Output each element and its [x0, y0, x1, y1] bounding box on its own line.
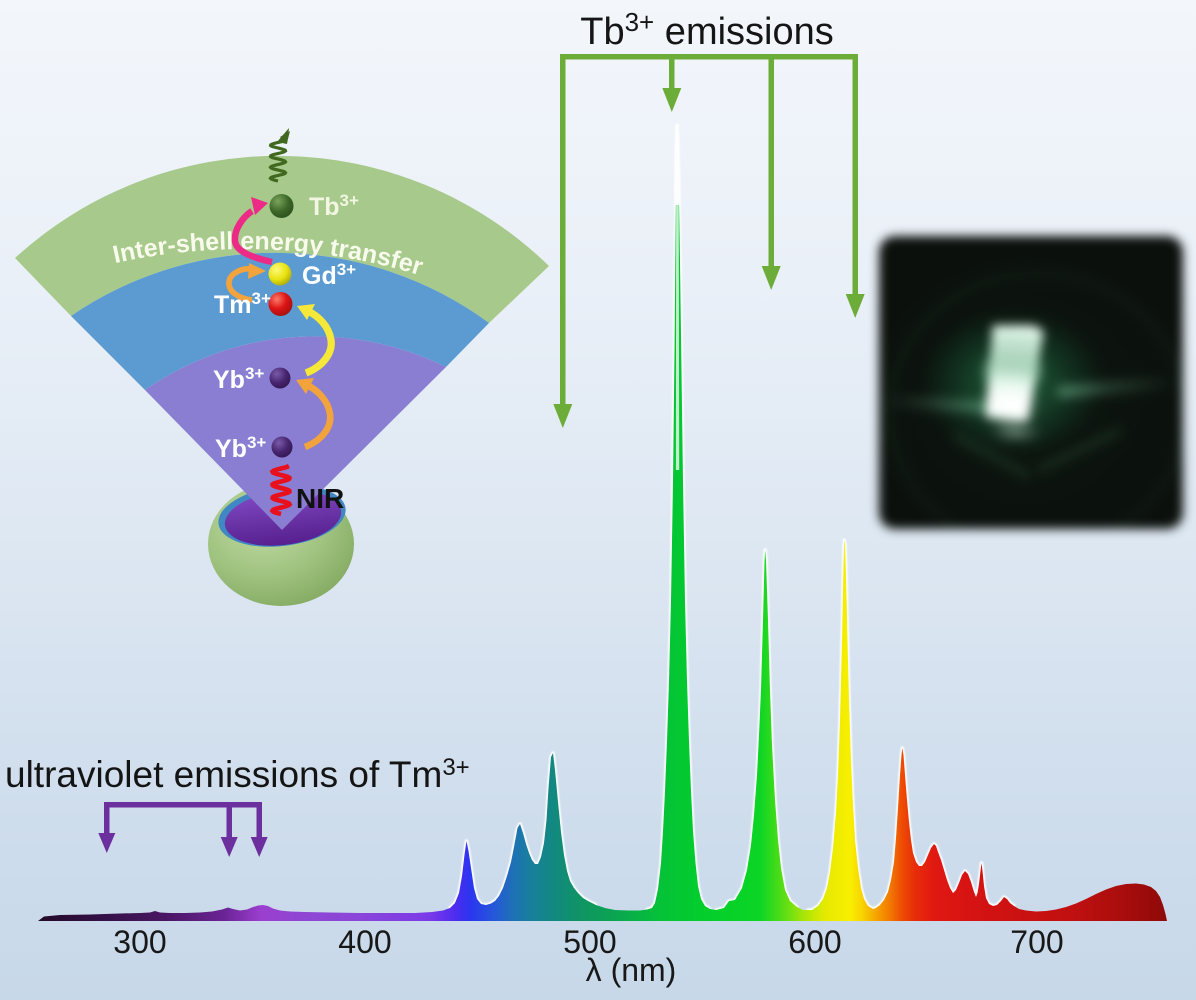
svg-text:400: 400 [338, 924, 391, 960]
svg-text:Yb3+: Yb3+ [213, 364, 264, 394]
svg-text:500: 500 [563, 924, 616, 960]
svg-text:Tb3+ emissions: Tb3+ emissions [580, 7, 834, 53]
svg-text:ultraviolet emissions of Tm3+: ultraviolet emissions of Tm3+ [5, 754, 470, 795]
svg-text:λ (nm): λ (nm) [586, 952, 677, 988]
svg-text:600: 600 [788, 924, 841, 960]
svg-text:Gd3+: Gd3+ [302, 260, 356, 290]
svg-text:300: 300 [113, 924, 166, 960]
svg-text:700: 700 [1010, 924, 1063, 960]
svg-text:NIR: NIR [296, 483, 344, 514]
